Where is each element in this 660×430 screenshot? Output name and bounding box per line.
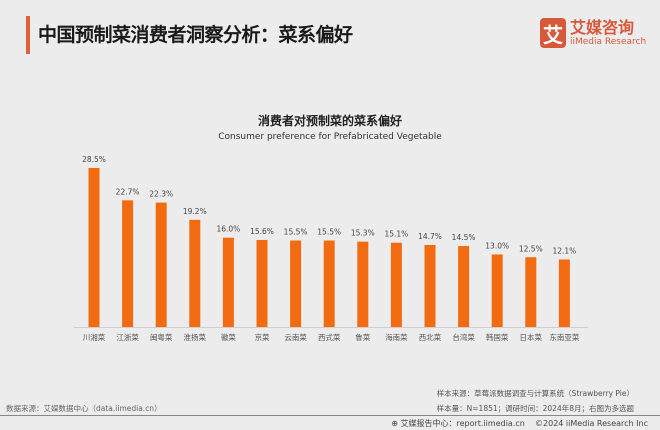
page-title: 中国预制菜消费者洞察分析：菜系偏好 xyxy=(38,24,353,46)
bar xyxy=(558,259,570,327)
category-label: 西式菜 xyxy=(318,332,341,342)
chart-subtitle: Consumer preference for Prefabricated Ve… xyxy=(218,132,442,142)
bar xyxy=(323,240,335,327)
category-label: 川湘菜 xyxy=(83,332,106,342)
title-accent-bar xyxy=(26,16,30,54)
data-label: 22.3% xyxy=(149,190,173,199)
data-label: 15.5% xyxy=(317,228,341,237)
data-label: 15.6% xyxy=(250,227,274,236)
data-label: 12.1% xyxy=(552,246,576,255)
category-label: 闽粤菜 xyxy=(150,332,173,342)
category-label: 淮扬菜 xyxy=(184,332,207,342)
data-label: 13.0% xyxy=(485,241,509,250)
iimedia-logo: 艾 艾媒咨询 iiMedia Research xyxy=(540,18,646,48)
data-label: 15.3% xyxy=(351,229,375,238)
category-label: 京菜 xyxy=(255,332,270,342)
category-label: 日本菜 xyxy=(520,332,543,342)
category-label: 云南菜 xyxy=(284,332,307,342)
bar xyxy=(458,246,470,327)
data-label: 19.2% xyxy=(183,207,207,216)
sample-source: 样本来源：草莓派数据调查与计算系统（Strawberry Pie） xyxy=(436,389,634,398)
category-label: 东南亚菜 xyxy=(549,332,579,342)
category-label: 海南菜 xyxy=(385,332,408,342)
logo-cn: 艾媒咨询 xyxy=(570,17,635,37)
logo-mark: 艾 xyxy=(540,18,566,48)
copyright: ©2024 iiMedia Research Inc xyxy=(535,419,648,428)
data-label: 28.5% xyxy=(82,155,106,164)
category-label: 徽菜 xyxy=(221,332,236,342)
category-label: 韩国菜 xyxy=(486,332,509,342)
globe-icon: ⊕ xyxy=(391,419,401,428)
bar xyxy=(189,219,201,327)
bar xyxy=(390,242,402,327)
bar xyxy=(424,244,436,327)
data-label: 12.5% xyxy=(519,244,543,253)
bar xyxy=(155,202,167,327)
bar xyxy=(88,167,100,327)
bar xyxy=(122,200,134,327)
data-label: 14.5% xyxy=(452,233,476,242)
data-source: 数据来源：艾媒数据中心（data.iimedia.cn） xyxy=(6,404,162,413)
report-center-link[interactable]: 艾媒报告中心：report.iimedia.cn xyxy=(400,419,525,428)
footer-bar: ⊕ 艾媒报告中心：report.iimedia.cn ©2024 iiMedia… xyxy=(391,418,648,429)
bar xyxy=(357,241,369,327)
footer-divider xyxy=(0,415,660,416)
bar xyxy=(491,254,503,327)
bar xyxy=(525,257,537,327)
chart-title: 消费者对预制菜的菜系偏好 xyxy=(257,114,402,128)
bar xyxy=(256,239,268,327)
data-label: 22.7% xyxy=(116,187,140,196)
logo-en: iiMedia Research xyxy=(570,36,647,47)
data-label: 14.7% xyxy=(418,232,442,241)
sample-info: 样本量：N=1851；调研时间：2024年8月；右图为多选题 xyxy=(436,404,634,413)
category-label: 鲁菜 xyxy=(355,332,370,342)
category-label: 台湾菜 xyxy=(452,332,475,342)
category-label: 西北菜 xyxy=(419,332,442,342)
data-label: 16.0% xyxy=(216,225,240,234)
data-label: 15.5% xyxy=(284,228,308,237)
bar xyxy=(290,240,302,327)
category-label: 江浙菜 xyxy=(116,332,139,342)
bar xyxy=(222,237,234,327)
bar-chart: 28.5% 川湘菜 22.7% 江浙菜 22.3% 闽粤菜 19.2% 淮扬菜 16.0% 徽菜 1… xyxy=(74,155,588,342)
data-label: 15.1% xyxy=(384,230,408,239)
